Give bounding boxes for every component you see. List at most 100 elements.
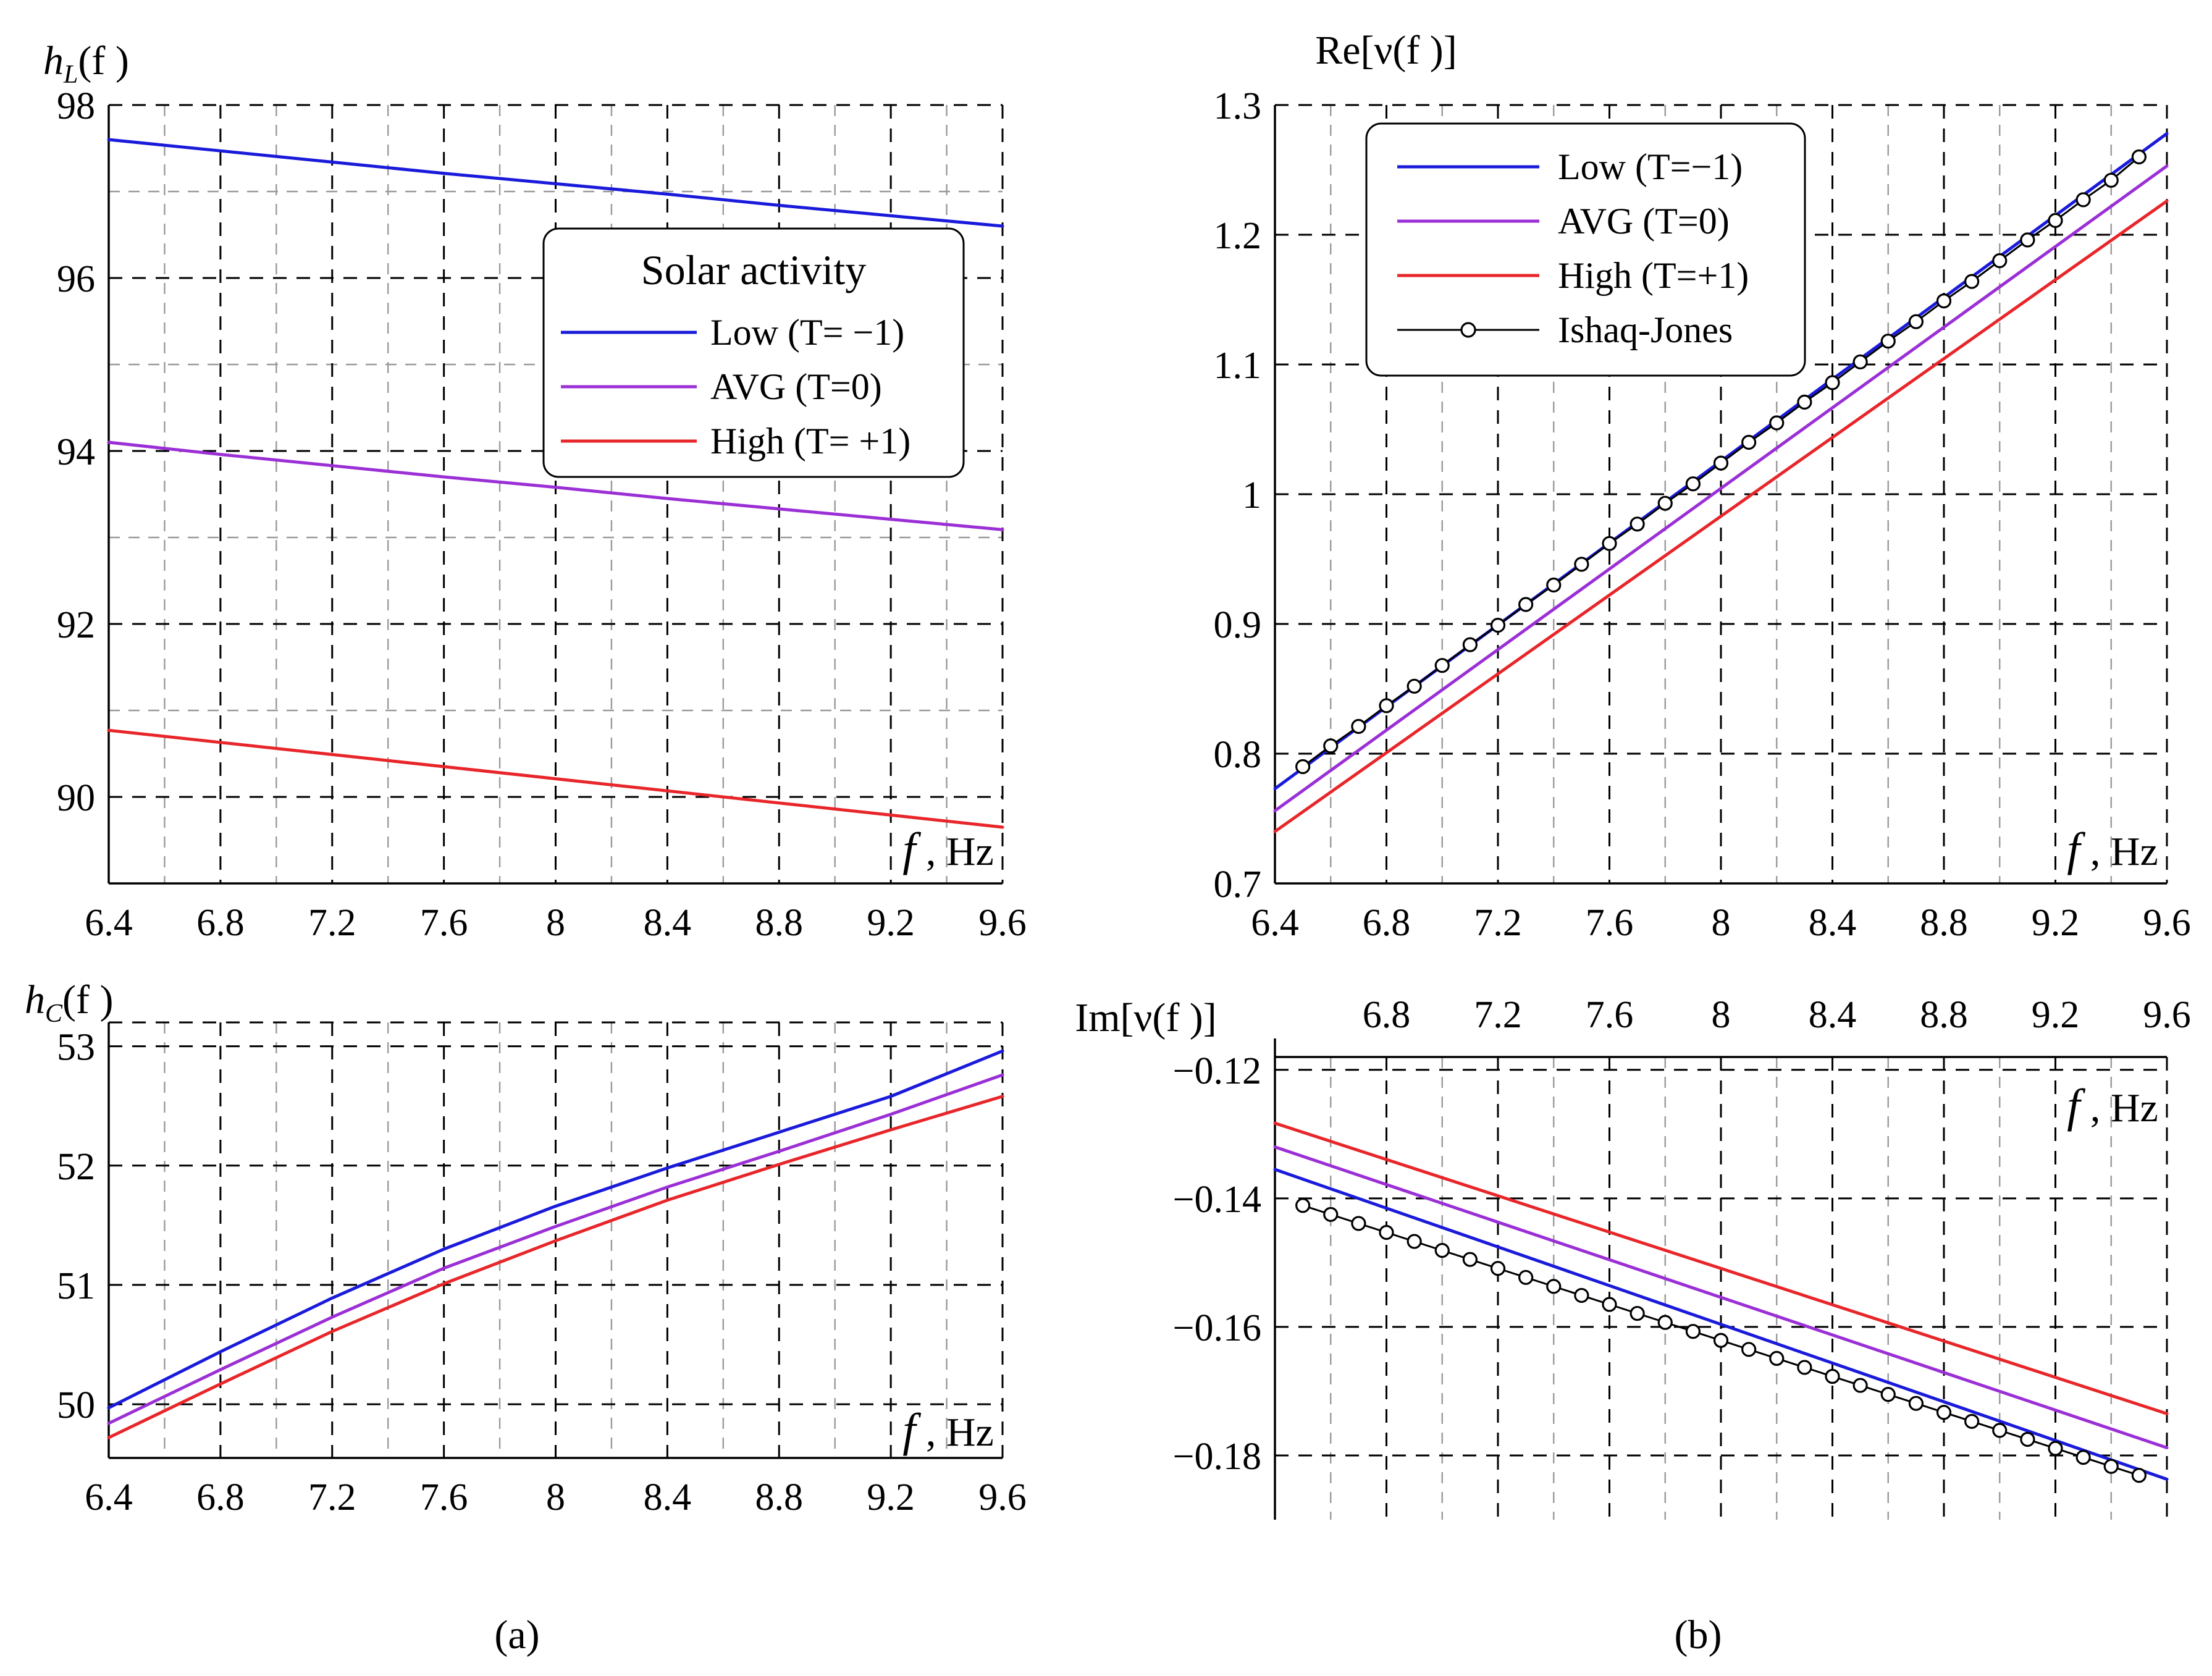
imNu-ishaq-marker xyxy=(1992,1423,2008,1438)
chart-im-nu: 6.8 7.2 7.6 8 8.4 8.8 9.2 9.6 −0.12 −0.14 −0.16 −0.… xyxy=(1075,994,2191,1520)
hC-y-tick-label: 53 xyxy=(57,1027,95,1069)
hL-series xyxy=(107,138,1004,829)
imNu-y-tick-label: −0.18 xyxy=(1173,1436,1261,1478)
imNu-ishaq-marker xyxy=(2075,1449,2091,1465)
reNu-ishaq-marker xyxy=(2048,213,2063,228)
reNu-legend-marker-ishaq xyxy=(1460,322,1476,338)
reNu-x-tick-label: 6.4 xyxy=(1251,902,1299,944)
imNu-ishaq-marker xyxy=(1685,1324,1701,1339)
reNu-ishaq-marker xyxy=(2131,149,2147,165)
reNu-x-tick-label: 8 xyxy=(1712,902,1731,944)
reNu-ishaq-marker xyxy=(1936,293,1952,309)
reNu-axes: 6.4 6.8 7.2 7.6 8 8.4 8.8 9.2 9.6 0.7 0.8 0.9 1 1.1 1.… xyxy=(1214,85,2191,944)
imNu-y-tick-label: −0.14 xyxy=(1173,1179,1261,1221)
imNu-x-label: f , Hz xyxy=(2067,1080,2158,1132)
hL-legend: Solar activity Low (T= −1) AVG (T=0) High (… xyxy=(542,227,965,478)
reNu-ishaq-marker xyxy=(1657,495,1673,511)
reNu-x-tick-label: 6.8 xyxy=(1363,902,1411,944)
imNu-x-tick-label: 9.6 xyxy=(2143,994,2191,1036)
imNu-ishaq-marker xyxy=(1741,1342,1757,1357)
reNu-ishaq-marker xyxy=(1323,738,1339,754)
imNu-x-tick-label: 8.4 xyxy=(1809,994,1857,1036)
imNu-ishaq-marker xyxy=(1713,1333,1729,1348)
reNu-legend-label-high: High (T=+1) xyxy=(1558,255,1749,296)
hL-y-tick-label: 90 xyxy=(57,777,95,819)
chart-re-nu: 6.4 6.8 7.2 7.6 8 8.4 8.8 9.2 9.6 0.7 0.8 0.9 1 1.1 1.… xyxy=(1214,28,2191,944)
imNu-ishaq-marker xyxy=(1825,1368,1840,1384)
imNu-ishaq-marker xyxy=(1490,1261,1506,1276)
imNu-ishaq-marker xyxy=(1546,1279,1562,1294)
imNu-ishaq-marker xyxy=(1908,1396,1924,1411)
hC-y-tick-label: 51 xyxy=(57,1265,95,1307)
imNu-x-tick-label: 7.6 xyxy=(1586,994,1634,1036)
hL-x-tick-label: 9.2 xyxy=(867,902,915,944)
reNu-x-label: f , Hz xyxy=(2067,823,2158,875)
reNu-ishaq-marker xyxy=(1825,375,1840,390)
imNu-ishaq-marker xyxy=(1295,1198,1311,1213)
imNu-series-high xyxy=(1273,1121,2169,1415)
reNu-y-tick-label: 1.3 xyxy=(1214,85,1262,127)
imNu-ishaq-marker xyxy=(1434,1243,1450,1258)
reNu-ishaq-marker xyxy=(1713,455,1729,471)
imNu-ishaq-marker xyxy=(2103,1459,2119,1474)
imNu-ishaq-marker xyxy=(1518,1270,1534,1285)
reNu-x-tick-label: 8.4 xyxy=(1809,902,1857,944)
hC-x-tick-label: 9.2 xyxy=(867,1476,915,1518)
hC-x-tick-label: 6.8 xyxy=(196,1476,245,1518)
hL-x-tick-label: 8 xyxy=(546,902,565,944)
hL-y-tick-label: 94 xyxy=(57,431,95,473)
imNu-y-tick-label: −0.12 xyxy=(1173,1050,1261,1092)
reNu-ishaq-marker xyxy=(2075,192,2091,208)
hL-legend-label-high: High (T= +1) xyxy=(710,421,910,461)
imNu-ishaq-marker xyxy=(1574,1287,1589,1303)
reNu-ishaq-marker xyxy=(2103,172,2119,188)
imNu-ishaq-marker xyxy=(2020,1431,2035,1447)
reNu-ishaq-marker xyxy=(1602,536,1617,551)
reNu-y-label: Re[ν(f )] xyxy=(1315,28,1457,73)
hC-x-tick-label: 7.6 xyxy=(420,1476,468,1518)
imNu-ishaq-marker xyxy=(1936,1405,1952,1420)
hC-y-tick-label: 50 xyxy=(57,1384,95,1426)
imNu-ishaq-marker xyxy=(2048,1441,2063,1456)
reNu-ishaq-marker xyxy=(1630,516,1645,532)
caption-a: (a) xyxy=(494,1612,539,1657)
reNu-ishaq-marker xyxy=(1434,658,1450,673)
hC-x-label: f , Hz xyxy=(902,1404,994,1456)
hC-series-low xyxy=(107,1049,1004,1410)
reNu-y-tick-label: 0.9 xyxy=(1214,604,1262,646)
hL-x-label: f , Hz xyxy=(902,823,994,875)
reNu-ishaq-marker xyxy=(1518,597,1534,612)
reNu-legend-label-ishaq: Ishaq-Jones xyxy=(1558,310,1733,350)
reNu-legend-box xyxy=(1365,122,1806,377)
hC-x-tick-label: 8.8 xyxy=(755,1476,804,1518)
hC-x-tick-label: 8.4 xyxy=(644,1476,692,1518)
reNu-legend-label-low: Low (T=−1) xyxy=(1558,146,1743,187)
hL-x-tick-label: 9.6 xyxy=(978,902,1027,944)
reNu-legend: Low (T=−1) AVG (T=0) High (T=+1) Ishaq-Jone… xyxy=(1365,122,1806,377)
hL-x-tick-label: 8.8 xyxy=(755,902,804,944)
imNu-axes: 6.8 7.2 7.6 8 8.4 8.8 9.2 9.6 −0.12 −0.14 −0.16 −0.… xyxy=(1173,994,2191,1520)
reNu-ishaq-marker xyxy=(1407,678,1422,694)
reNu-ishaq-marker xyxy=(1379,698,1394,714)
reNu-ishaq-marker xyxy=(1769,415,1785,431)
imNu-series xyxy=(1273,1121,2169,1483)
hL-x-tick-label: 7.6 xyxy=(420,902,468,944)
hC-series-avg xyxy=(107,1073,1004,1425)
imNu-x-tick-label: 6.8 xyxy=(1363,994,1411,1036)
hL-legend-box xyxy=(542,227,965,478)
imNu-ishaq-marker xyxy=(1323,1206,1339,1222)
imNu-x-tick-label: 7.2 xyxy=(1474,994,1522,1036)
reNu-ishaq-marker xyxy=(1908,314,1924,329)
imNu-ishaq-marker xyxy=(1602,1297,1617,1312)
reNu-y-tick-label: 0.8 xyxy=(1214,734,1262,776)
reNu-ishaq-marker xyxy=(1351,718,1366,735)
reNu-y-tick-label: 1 xyxy=(1242,474,1261,516)
reNu-y-tick-label: 0.7 xyxy=(1214,864,1262,906)
reNu-x-tick-label: 7.6 xyxy=(1586,902,1634,944)
imNu-ishaq-marker xyxy=(1407,1234,1422,1249)
hC-axes: 6.4 6.8 7.2 7.6 8 8.4 8.8 9.2 9.6 50 51 52 53 xyxy=(57,1022,1027,1518)
reNu-ishaq-marker xyxy=(1546,577,1562,593)
reNu-ishaq-marker xyxy=(1490,617,1506,633)
imNu-ishaq-marker xyxy=(1797,1360,1812,1375)
